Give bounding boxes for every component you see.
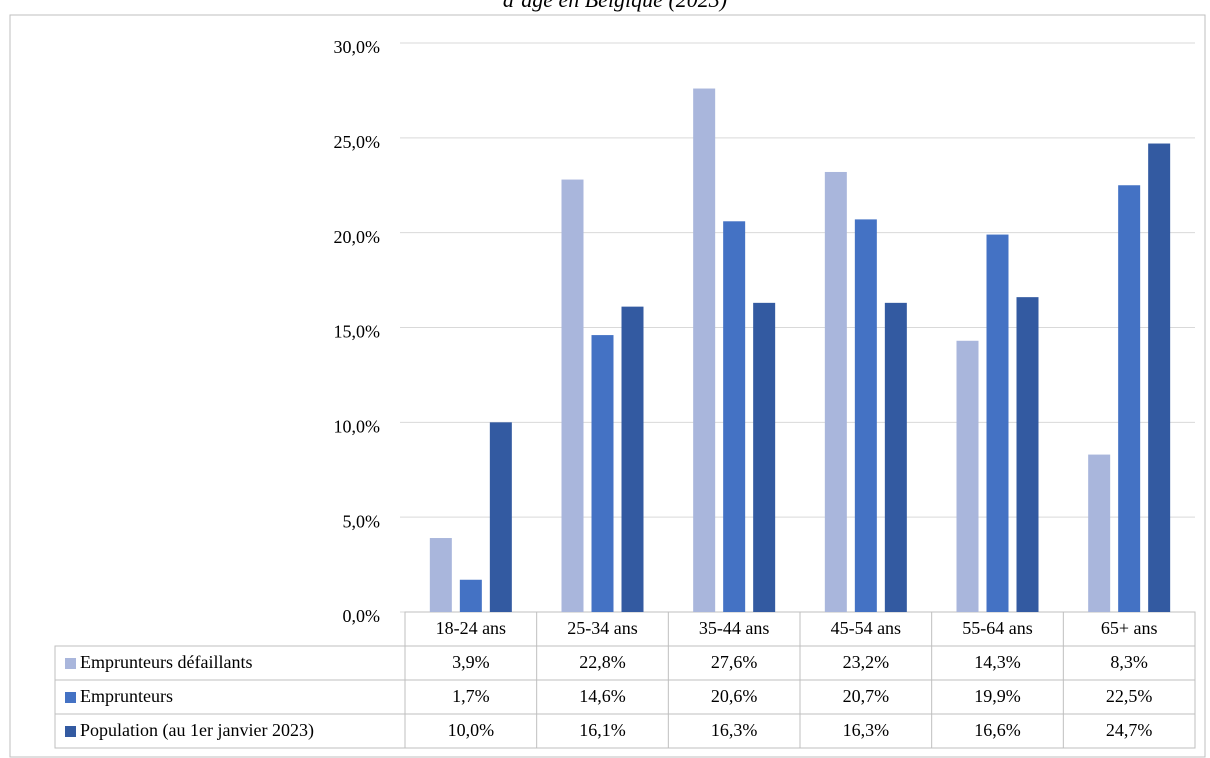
table-value: 1,7%	[452, 686, 490, 706]
bar	[621, 306, 644, 612]
table-value: 20,7%	[843, 686, 890, 706]
legend-swatch	[65, 692, 76, 703]
table-value: 19,9%	[974, 686, 1021, 706]
bar	[693, 88, 716, 612]
bar	[854, 219, 877, 612]
bar	[1118, 185, 1141, 612]
chart-frame	[9, 14, 1206, 758]
bar	[561, 179, 584, 612]
y-tick-label: 20,0%	[334, 227, 381, 247]
x-tick-label: 55-64 ans	[962, 618, 1033, 638]
bar	[1016, 297, 1039, 612]
table-value: 14,3%	[974, 652, 1021, 672]
table-value: 16,3%	[711, 720, 758, 740]
y-tick-label: 10,0%	[334, 416, 381, 436]
bar	[986, 234, 1009, 612]
bar	[1148, 143, 1171, 613]
table-value: 22,8%	[579, 652, 626, 672]
bar	[824, 171, 847, 612]
table-value: 8,3%	[1110, 652, 1148, 672]
bar	[1088, 454, 1111, 612]
y-tick-label: 25,0%	[334, 132, 381, 152]
bar	[489, 422, 512, 612]
x-tick-label: 25-34 ans	[567, 618, 638, 638]
chart-title: d’âge en Belgique (2023)	[503, 0, 727, 12]
table-value: 10,0%	[448, 720, 495, 740]
y-tick-label: 30,0%	[334, 37, 381, 57]
table-value: 24,7%	[1106, 720, 1153, 740]
legend-swatch	[65, 658, 76, 669]
bar	[753, 302, 776, 612]
bar	[723, 221, 746, 612]
x-tick-label: 65+ ans	[1101, 618, 1158, 638]
x-tick-label: 18-24 ans	[436, 618, 507, 638]
table-value: 16,3%	[843, 720, 890, 740]
bar	[956, 340, 979, 612]
y-tick-label: 5,0%	[343, 511, 381, 531]
table-value: 3,9%	[452, 652, 490, 672]
table-value: 22,5%	[1106, 686, 1153, 706]
y-tick-label: 0,0%	[343, 606, 381, 626]
bar	[591, 335, 614, 612]
legend-label: Emprunteurs	[80, 686, 173, 706]
legend-label: Population (au 1er janvier 2023)	[80, 720, 314, 741]
x-tick-label: 35-44 ans	[699, 618, 770, 638]
x-tick-label: 45-54 ans	[831, 618, 902, 638]
table-value: 27,6%	[711, 652, 758, 672]
bar	[884, 302, 907, 612]
table-value: 16,6%	[974, 720, 1021, 740]
table-value: 16,1%	[579, 720, 626, 740]
table-value: 14,6%	[579, 686, 626, 706]
y-tick-label: 15,0%	[334, 322, 381, 342]
bar	[459, 579, 482, 612]
table-value: 23,2%	[843, 652, 890, 672]
legend-label: Emprunteurs défaillants	[80, 652, 252, 672]
legend-swatch	[65, 726, 76, 737]
table-value: 20,6%	[711, 686, 758, 706]
bar	[429, 538, 452, 612]
